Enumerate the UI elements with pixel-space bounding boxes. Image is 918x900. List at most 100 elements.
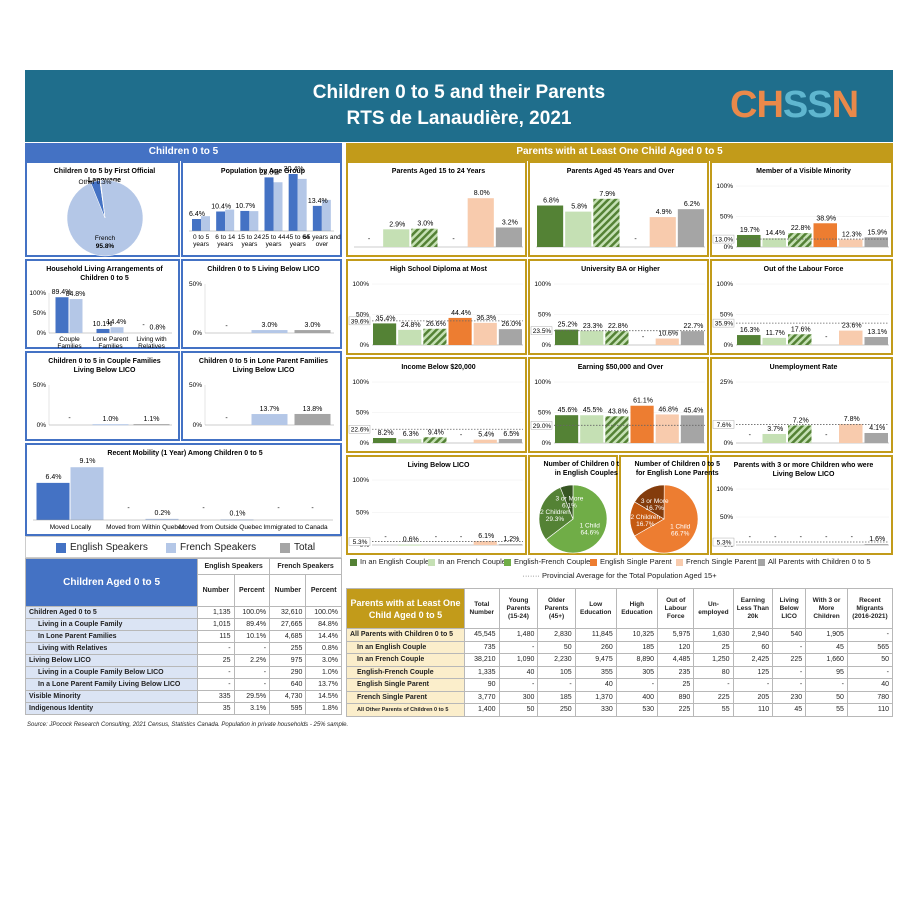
rtable-cell: - <box>732 678 774 692</box>
rchart-8-svg: Unemployment Rate 0% 25% - 3.7% 7.2% - 7.8% 4.1%… <box>712 364 889 447</box>
ltable-row-label: Living with Relatives <box>24 642 199 655</box>
ltable-cell: 4,730 <box>269 690 307 703</box>
age-title: Population by Age Group <box>221 168 305 175</box>
age-cat-4a: 45 to 64 <box>286 234 310 241</box>
rchart-2-val-1: 14.4% <box>765 230 785 237</box>
ltable-col-2: Number <box>269 574 307 607</box>
rtable-col-10: Recent Migrants (2016-2021) <box>846 588 894 629</box>
rchart-9-title-line0: Living Below LICO <box>408 462 470 469</box>
panel-language: Children 0 to 5 by First OfficialLanguag… <box>25 161 180 257</box>
rtable-cell: - <box>498 678 539 692</box>
rchart-2-val-5: 15.9% <box>867 229 887 236</box>
rtable-cell: 25 <box>693 640 734 654</box>
panel-licolone-ytick-1: 50% <box>189 382 202 389</box>
rtable-cell: 300 <box>498 690 539 704</box>
rchart-8-prov-box <box>712 420 735 429</box>
rchart-6-val-5: 6.5% <box>503 431 519 438</box>
rchart-9-prov-label: 5.3% <box>353 539 368 546</box>
rchart-1-title-line0: Parents Aged 45 Years and Over <box>567 168 675 175</box>
rtable-col-0: Total Number <box>464 588 500 629</box>
rchart-6-val-2: 9.4% <box>428 429 444 436</box>
rchart-5-prov-label: 35.9% <box>715 321 734 328</box>
rtable-cell: 1,630 <box>693 628 734 642</box>
age-cat-2a: 15 to 24 <box>238 234 262 241</box>
panel-household-bar-1-0 <box>69 299 83 333</box>
panel-licocouple-val-2: 1.1% <box>144 416 160 423</box>
rchart-9-prov-box <box>348 537 371 546</box>
rchart-8-prov-label: 7.6% <box>717 422 732 429</box>
rpie-0: Number of Children 0 to 5 in English Coup… <box>528 455 629 555</box>
panel-licoall: Children 0 to 5 Living Below LICO 0% 50% - 3… <box>181 259 342 349</box>
panel-household-val-1-0: 84.8% <box>66 291 86 298</box>
age-bar-0-1 <box>216 211 226 231</box>
ltable-cell: 1,015 <box>197 618 235 631</box>
rtable-cell: 90 <box>464 678 500 692</box>
rpie-1-label-2b: 16.7% <box>646 505 665 512</box>
rchart-8: Unemployment Rate 0% 25% - 3.7% 7.2% - 7.8% 4.1%… <box>710 357 893 453</box>
rtable-cell: 225 <box>657 703 695 717</box>
rtable-cell: 1,400 <box>464 703 500 717</box>
rchart-1-bar-2 <box>593 198 620 247</box>
rchart-2-val-3: 38.9% <box>816 215 836 222</box>
legend-english: English Speakers <box>70 542 148 553</box>
rchart-7-title-line0: Earning $50,000 and Over <box>578 364 664 371</box>
rchart-3-ytick-0: 0% <box>360 342 370 349</box>
age-cat-5a: 65 years and <box>303 234 341 241</box>
ltable-cell: - <box>197 666 235 679</box>
rtable-row: English Single Parent 90- -40-25- - - -40 <box>346 678 894 692</box>
rchart-1-bar-0 <box>537 205 564 247</box>
rchart-10-val-5: 1.6% <box>869 536 885 543</box>
age-bar-0-0 <box>192 219 201 231</box>
rtable-cell: 40 <box>574 678 617 692</box>
ltable-row-label: Living in a Couple Family Below LICO <box>24 666 199 679</box>
lang-slice-other <box>99 179 106 219</box>
age-cat-5b: over <box>316 241 329 248</box>
rtable-cell: 2,940 <box>732 628 774 642</box>
rchart-5-bar-5 <box>864 337 888 345</box>
rpie-0-slice-0 <box>545 484 608 554</box>
rchart-5-bar-4 <box>839 330 863 345</box>
panel-licocouple-title-line0: Children 0 to 5 in Couple Families <box>48 358 161 365</box>
logo-text-2: SS <box>782 84 833 126</box>
rtable-cell: - <box>846 665 894 679</box>
panel-licocouple-bar-2 <box>133 424 170 426</box>
rchart-8-val-1: 3.7% <box>767 426 783 433</box>
rchart-4-svg: University BA or Higher 0% 50% 100% 25.2% 23.… <box>530 266 705 349</box>
chssn-logo: CHSSN <box>730 84 859 127</box>
rchart-4: University BA or Higher 0% 50% 100% 25.2% 23.… <box>528 259 709 355</box>
rchart-10-val-3: - <box>825 534 828 541</box>
ltable-cell: 975 <box>269 654 307 667</box>
rchart-8-title-line0: Unemployment Rate <box>770 364 838 371</box>
rtable-row-label: French Single Parent <box>346 690 465 704</box>
mob-val-0-3: - <box>277 505 280 512</box>
mob-bar-1-0 <box>70 467 104 520</box>
ltable-cell: 3.1% <box>233 702 271 715</box>
rchart-7-bar-2 <box>605 416 629 443</box>
age-value-1: 10.4% <box>211 204 231 211</box>
rtable-cell: 205 <box>732 690 774 704</box>
rlegend-label-2: English-French Couple <box>514 557 591 566</box>
ltable-cell: 32,610 <box>269 606 307 619</box>
rchart-10: Parents with 3 or more Children who were… <box>710 455 893 555</box>
panel-licolone-val-2: 13.8% <box>303 406 323 413</box>
rtable-cell: - <box>615 678 659 692</box>
ltable-row: Living in a Couple Family 1,015 89.4% 27,66… <box>24 618 342 631</box>
age-cat-1a: 6 to 14 <box>215 234 235 241</box>
rchart-6-prov-box <box>348 425 371 434</box>
rtable-cell: - <box>498 640 539 654</box>
rchart-4-ytick-2: 100% <box>534 281 551 288</box>
panel-mobility-svg: Recent Mobility (1 Year) Among Children … <box>33 450 333 531</box>
lang-label-french-pct: 95.8% <box>96 243 115 250</box>
panel-licoall-bar-2 <box>294 330 331 333</box>
page-title: Children 0 to 5 and their Parents <box>312 82 606 103</box>
rpie-1-label-2a: 3 or More <box>641 498 669 505</box>
rchart-8-val-0: - <box>749 432 752 439</box>
rtable-cell: 95 <box>805 665 848 679</box>
rchart-10-val-1: - <box>774 534 777 541</box>
ltable-cell: - <box>197 642 235 655</box>
lang-label-other: Other 0.3% <box>79 179 112 186</box>
ltable-row-label: Living in a Couple Family <box>24 618 199 631</box>
rtable-row: All Parents with Children 0 to 5 45,545 1,… <box>346 628 894 642</box>
rpie-0-title-line0: Number of Children 0 to 5 <box>543 461 629 468</box>
panel-household-title-line0: Household Living Arrangements of <box>46 266 163 273</box>
